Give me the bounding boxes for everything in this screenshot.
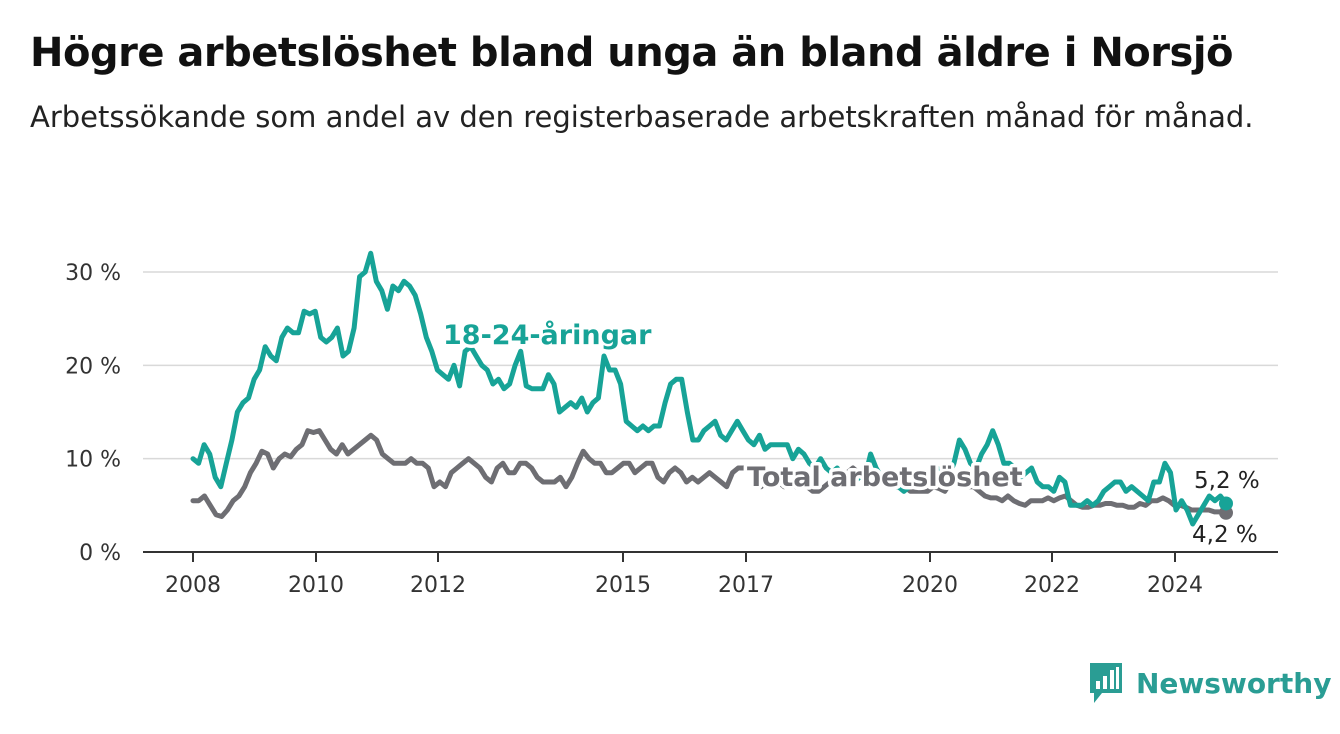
y-tick-label: 0 % — [79, 541, 121, 566]
x-tick-label: 2012 — [410, 573, 466, 598]
chart-title: Högre arbetslöshet bland unga än bland ä… — [30, 30, 1234, 76]
youth-end-value-label: 5,2 % — [1194, 468, 1260, 494]
y-tick-label: 30 % — [65, 261, 121, 286]
newsworthy-logo[interactable]: Newsworthy — [1088, 660, 1331, 706]
series-lines — [190, 250, 1233, 527]
total-end-value-label: 4,2 % — [1192, 522, 1258, 548]
x-axis: 2008 2010 2012 2015 2017 2020 2022 2024 — [143, 551, 1278, 598]
x-tick-label: 2022 — [1024, 573, 1080, 598]
youth-series-line — [190, 250, 1229, 527]
youth-series-line-end-point — [1219, 496, 1233, 511]
y-axis-ticks: 0 % 10 % 20 % 30 % — [65, 261, 121, 566]
x-tick-label: 2024 — [1147, 573, 1203, 598]
x-tick-label: 2017 — [718, 573, 774, 598]
chart-subtitle: Arbetssökande som andel av den registerb… — [30, 100, 1254, 134]
y-tick-label: 20 % — [65, 354, 121, 379]
bar-chart-icon — [1090, 663, 1122, 703]
x-tick-label: 2020 — [902, 573, 958, 598]
series-labels: 18-24-åringar Total arbetslöshet 5,2 % 4,2 … — [440, 316, 1260, 549]
y-tick-label: 10 % — [65, 448, 121, 473]
grid-lines — [143, 271, 1278, 460]
total-series-label: Total arbetslöshet — [747, 462, 1023, 493]
x-tick-label: 2015 — [595, 573, 651, 598]
x-tick-label: 2008 — [165, 573, 221, 598]
youth-series-label: 18-24-åringar — [443, 319, 652, 351]
total-series-line — [190, 428, 1229, 519]
logo-text: Newsworthy — [1136, 666, 1332, 700]
x-tick-label: 2010 — [288, 573, 344, 598]
